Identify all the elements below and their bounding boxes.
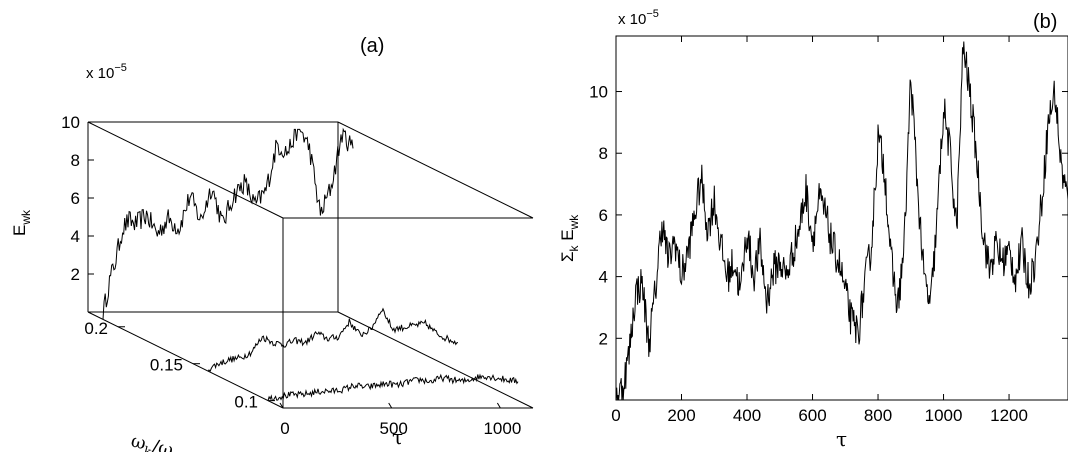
b-x-tick-label: 1200: [990, 406, 1028, 425]
a-series-lines: [102, 127, 519, 402]
b-x-tick-label: 400: [733, 406, 761, 425]
b-x-tick-label: 800: [864, 406, 892, 425]
a-edge-bottom-right: [337, 311, 534, 409]
b-x-tick-label: 0: [611, 406, 620, 425]
a-edge-top-right: [337, 121, 534, 219]
a-z-tick-label: 6: [71, 189, 80, 208]
a-exponent-value: −5: [114, 62, 127, 74]
a-series-line-1: [207, 307, 459, 372]
a-x-axis-label: τ: [392, 425, 403, 449]
b-x-tick-label: 1000: [925, 406, 963, 425]
b-exponent-label: x 10: [618, 11, 646, 28]
a-y-tick-label: 0.15: [150, 356, 183, 375]
a-z-tick-label: 4: [71, 227, 80, 246]
svg-text:x 10−5: x 10−5: [618, 8, 659, 28]
a-x-tick-label: 1000: [483, 419, 521, 438]
a-z-tick-label: 8: [71, 151, 80, 170]
a-x-tick-label: 0: [280, 419, 289, 438]
panel-b: 0 200 400 600 800 1000 1200 2 4 6 8 10 (b) x 10−5 Σ…: [558, 8, 1068, 451]
a-y-tick-label: 0.2: [84, 319, 108, 338]
a-z-tick-label: 10: [61, 113, 80, 132]
a-series-line-2: [267, 373, 519, 402]
b-ticks: 0 200 400 600 800 1000 1200 2 4 6 8 10: [589, 36, 1068, 425]
a-panel-label: (a): [360, 35, 384, 57]
a-y-tick-label: 0.1: [234, 393, 258, 412]
b-x-tick-label: 200: [667, 406, 695, 425]
b-y-tick-label: 8: [599, 144, 608, 163]
b-series-lines: [615, 41, 1068, 401]
b-x-tick-label: 600: [798, 406, 826, 425]
b-y-tick-label: 10: [589, 83, 608, 102]
b-axes-box: [615, 35, 1068, 401]
a-x-tick: [279, 402, 284, 409]
b-x-axis-label: τ: [836, 427, 847, 451]
a-edge-top-left: [87, 121, 284, 219]
svg-text:x 10−5: x 10−5: [86, 62, 127, 82]
a-exponent-label: x 10: [86, 65, 114, 82]
b-panel-label: (b): [1033, 11, 1057, 33]
a-series-line-0: [102, 127, 354, 320]
b-series-line-0: [615, 41, 1068, 401]
a-x-tick: [388, 402, 393, 409]
b-exponent-value: −5: [646, 8, 659, 20]
a-z-axis-label: Ewk: [10, 209, 33, 236]
a-x-tick-label: 500: [380, 419, 408, 438]
a-x-tick: [496, 402, 501, 409]
a-z-tick-label: 2: [71, 265, 80, 284]
a-edge-bottom-left: [87, 311, 284, 409]
b-y-tick-label: 2: [599, 329, 608, 348]
b-y-tick-label: 6: [599, 206, 608, 225]
a-axes-box: [87, 121, 534, 409]
b-y-tick-label: 4: [599, 268, 608, 287]
a-ticks: 2 4 6 8 10 0.1 0.15 0.2 0 500 1000: [61, 113, 521, 438]
a-y-axis-label: ωk/ωc: [128, 430, 182, 452]
b-y-axis-label: Σk Ewk: [558, 214, 581, 262]
